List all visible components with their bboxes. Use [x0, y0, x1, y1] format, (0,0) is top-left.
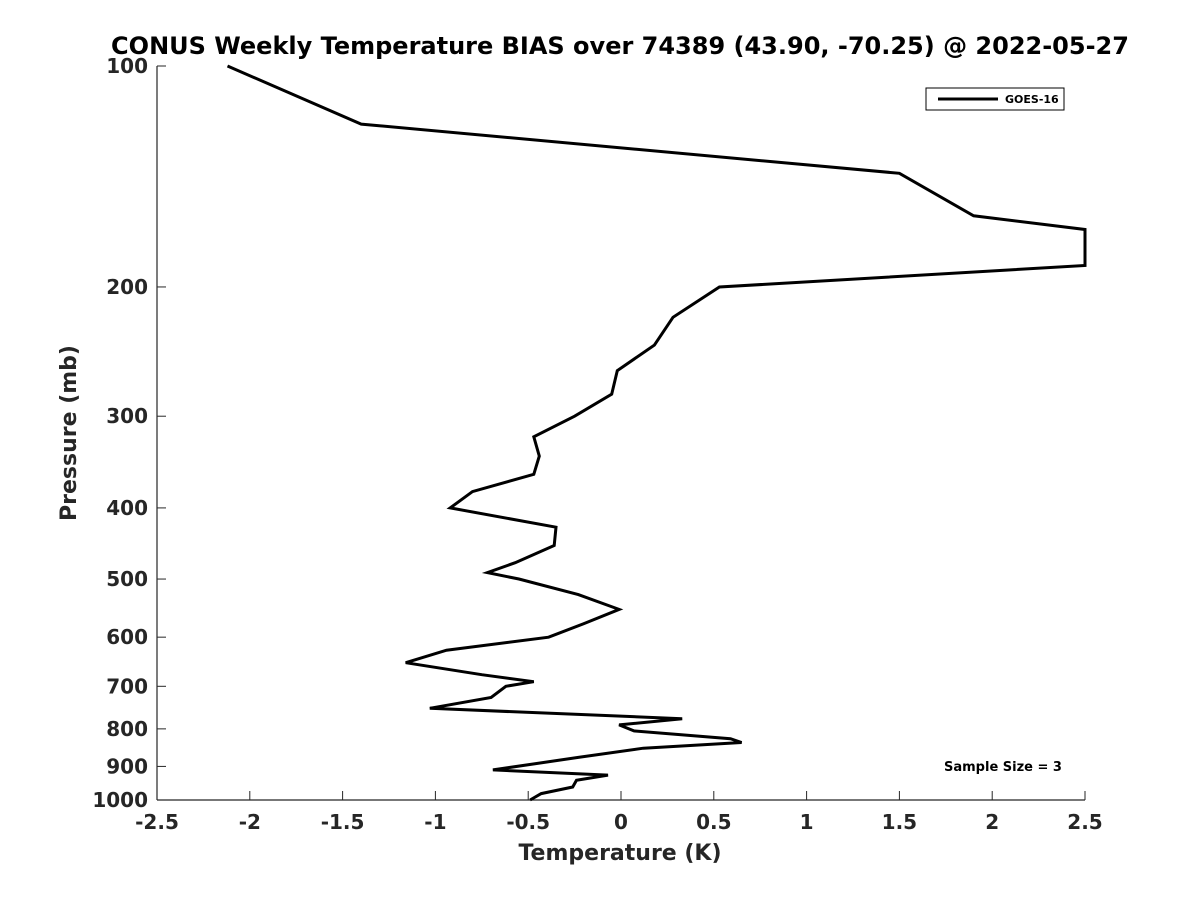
y-tick-label: 400	[106, 496, 148, 520]
legend: GOES-16	[925, 87, 1065, 111]
y-tick-label: 100	[106, 54, 148, 78]
x-tick-label: 0	[614, 810, 628, 834]
y-tick-label: 800	[106, 717, 148, 741]
x-tick-label: -1	[424, 810, 446, 834]
y-tick-label: 900	[106, 754, 148, 778]
x-tick-label: 1	[800, 810, 814, 834]
x-tick-label: 0.5	[696, 810, 731, 834]
y-tick-label: 600	[106, 625, 148, 649]
y-tick-label: 300	[106, 404, 148, 428]
x-tick-label: -0.5	[506, 810, 550, 834]
x-tick-label: 2	[985, 810, 999, 834]
x-tick-label: -2.5	[135, 810, 179, 834]
chart-title: CONUS Weekly Temperature BIAS over 74389…	[111, 32, 1129, 60]
x-axis-ticks: -2.5 -2 -1.5 -1 -0.5 0 0.5 1 1.5 2 2.5	[135, 791, 1103, 834]
x-tick-label: -2	[239, 810, 261, 834]
plot-axes	[156, 66, 1085, 801]
x-tick-label: 1.5	[882, 810, 917, 834]
series-group	[226, 64, 1087, 802]
x-tick-label: 2.5	[1067, 810, 1102, 834]
y-tick-label: 500	[106, 567, 148, 591]
y-tick-label: 700	[106, 674, 148, 698]
y-axis-ticks: 100 200 300 400 500 600 700 800 900 1000	[92, 54, 166, 812]
x-axis-label: Temperature (K)	[518, 841, 721, 866]
x-tick-label: -1.5	[321, 810, 365, 834]
y-axis-label: Pressure (mb)	[57, 345, 82, 521]
sample-size-annotation: Sample Size = 3	[944, 760, 1062, 775]
y-tick-label: 1000	[92, 788, 148, 812]
y-tick-label: 200	[106, 275, 148, 299]
legend-entry-goes-16: GOES-16	[1005, 93, 1059, 106]
series-line-goes-16	[226, 64, 1087, 802]
